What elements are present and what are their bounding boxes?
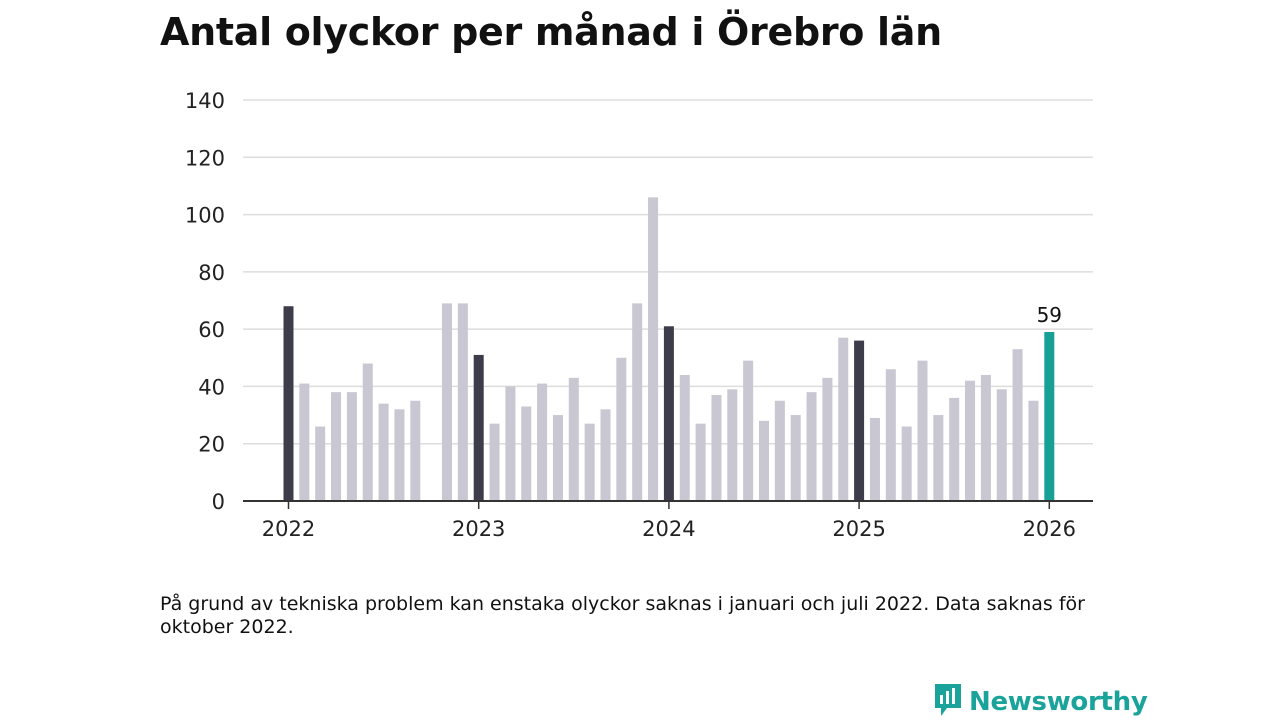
- bar-2025-01: [854, 340, 865, 501]
- bar-2025-11: [1012, 349, 1023, 501]
- bar-2023-03: [505, 386, 516, 501]
- bar-2024-09: [790, 415, 801, 501]
- bar-2025-06: [933, 415, 944, 501]
- y-tick-label: 0: [212, 490, 225, 514]
- bar-2025-05: [917, 360, 928, 501]
- bar-2024-11: [822, 377, 833, 501]
- bar-2024-04: [711, 395, 722, 501]
- bar-2022-02: [299, 383, 310, 501]
- x-tick-label: 2026: [1023, 517, 1076, 541]
- bar-2025-09: [980, 374, 991, 501]
- bar-2023-01: [473, 354, 484, 501]
- bar-2025-12: [1028, 400, 1039, 501]
- bar-2022-11: [442, 303, 452, 501]
- bar-2023-02: [489, 423, 500, 501]
- bar-2022-05: [346, 392, 357, 501]
- bar-2026-01: [1044, 332, 1055, 501]
- bar-2024-05: [727, 389, 738, 501]
- bar-2022-08: [394, 409, 405, 501]
- bar-2023-09: [600, 409, 611, 501]
- bars: 59: [283, 197, 1062, 501]
- bar-2024-12: [838, 337, 849, 501]
- bar-2023-07: [568, 377, 579, 501]
- bar-2023-12: [648, 197, 659, 501]
- bar-2023-08: [584, 423, 595, 501]
- bar-2022-01: [283, 306, 294, 501]
- bar-2022-03: [315, 426, 326, 501]
- y-tick-label: 140: [185, 89, 225, 113]
- bar-2022-07: [378, 403, 389, 501]
- bar-2025-04: [901, 426, 912, 501]
- x-tick-label: 2024: [642, 517, 695, 541]
- brand-name: Newsworthy: [969, 687, 1148, 717]
- bar-2024-03: [695, 423, 706, 501]
- y-tick-label: 20: [198, 433, 225, 457]
- y-tick-label: 40: [198, 375, 225, 399]
- y-tick-label: 60: [198, 318, 225, 342]
- bar-2022-09: [410, 400, 421, 501]
- y-tick-label: 100: [185, 204, 225, 228]
- bar-2025-03: [885, 369, 896, 501]
- chart-title: Antal olyckor per månad i Örebro län: [160, 10, 942, 54]
- bar-2022-12: [457, 303, 468, 501]
- bar-2024-01: [663, 326, 674, 501]
- bar-2025-08: [965, 380, 976, 501]
- bar-2023-05: [537, 383, 548, 501]
- bar-2024-08: [774, 400, 785, 501]
- bar-2024-10: [806, 392, 817, 501]
- bar-2023-06: [552, 415, 563, 501]
- brand: Newsworthy: [933, 682, 1148, 722]
- latest-value-label: 59: [1037, 303, 1062, 327]
- y-axis: 0 20 40 60 80 100 120 140: [185, 89, 225, 514]
- bar-2023-10: [616, 357, 627, 501]
- x-tick-label: 2025: [832, 517, 885, 541]
- bar-2025-10: [996, 389, 1007, 501]
- bar-2024-06: [743, 360, 754, 501]
- bar-2025-02: [869, 417, 880, 501]
- x-tick-label: 2022: [262, 517, 315, 541]
- y-tick-label: 120: [185, 146, 225, 170]
- bar-2024-07: [759, 420, 769, 501]
- bar-2022-04: [331, 392, 342, 501]
- x-axis: 2022 2023 2024 2025 2026: [243, 500, 1093, 541]
- footnote: På grund av tekniska problem kan enstaka…: [160, 593, 1085, 638]
- bar-2022-06: [362, 363, 373, 501]
- y-tick-label: 80: [198, 261, 225, 285]
- newsworthy-logo-icon: [933, 682, 963, 722]
- x-tick-label: 2023: [452, 517, 505, 541]
- bar-2024-02: [679, 374, 690, 501]
- bar-2023-04: [521, 406, 532, 501]
- bar-2025-07: [949, 397, 960, 501]
- bar-2023-11: [632, 303, 643, 501]
